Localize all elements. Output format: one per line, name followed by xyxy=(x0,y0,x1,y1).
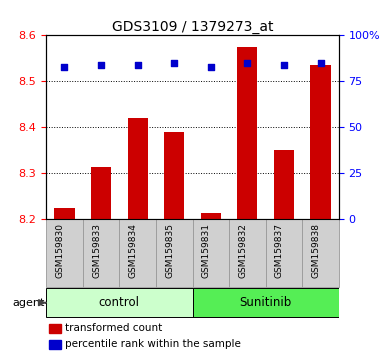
Point xyxy=(208,64,214,69)
Point xyxy=(61,64,68,69)
Bar xyxy=(46,219,83,287)
Text: GSM159830: GSM159830 xyxy=(55,223,64,278)
Text: GSM159832: GSM159832 xyxy=(238,223,248,278)
Bar xyxy=(83,219,119,287)
Bar xyxy=(192,288,339,317)
Text: GSM159838: GSM159838 xyxy=(311,223,321,278)
Bar xyxy=(266,219,302,287)
Bar xyxy=(274,150,294,219)
Bar xyxy=(201,212,221,219)
Point xyxy=(135,62,141,68)
Text: Sunitinib: Sunitinib xyxy=(239,296,292,309)
Bar xyxy=(127,118,148,219)
Bar xyxy=(156,219,192,287)
Bar xyxy=(164,132,184,219)
Bar xyxy=(302,219,339,287)
Bar xyxy=(46,288,192,317)
Text: percentile rank within the sample: percentile rank within the sample xyxy=(65,339,241,349)
Bar xyxy=(49,324,61,333)
Bar xyxy=(49,340,61,349)
Text: GSM159834: GSM159834 xyxy=(129,223,138,278)
Bar xyxy=(54,208,75,219)
Text: GSM159837: GSM159837 xyxy=(275,223,284,278)
Bar xyxy=(119,219,156,287)
Point xyxy=(318,60,324,66)
Bar xyxy=(237,47,258,219)
Text: agent: agent xyxy=(12,298,44,308)
Point xyxy=(171,60,177,66)
Point xyxy=(244,60,251,66)
Text: transformed count: transformed count xyxy=(65,323,162,333)
Bar xyxy=(229,219,266,287)
Point xyxy=(98,62,104,68)
Title: GDS3109 / 1379273_at: GDS3109 / 1379273_at xyxy=(112,21,273,34)
Bar xyxy=(91,166,111,219)
Text: GSM159835: GSM159835 xyxy=(165,223,174,278)
Point xyxy=(281,62,287,68)
Bar xyxy=(192,219,229,287)
Text: GSM159831: GSM159831 xyxy=(202,223,211,278)
Bar xyxy=(310,65,331,219)
Text: GSM159833: GSM159833 xyxy=(92,223,101,278)
Text: control: control xyxy=(99,296,140,309)
